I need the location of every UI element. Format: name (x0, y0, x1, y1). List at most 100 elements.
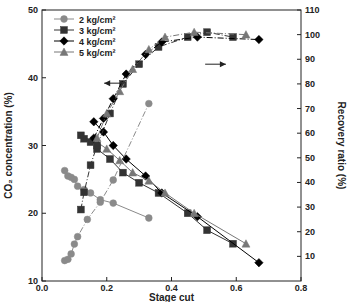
y2-tick-label: 20 (305, 227, 315, 237)
legend-label: 2 kg/cm² (79, 15, 116, 25)
legend-marker (61, 27, 68, 34)
legend-marker (61, 16, 68, 23)
x-tick (301, 277, 302, 281)
data-point (110, 177, 117, 184)
y2-tick-label: 110 (305, 5, 320, 15)
data-point (110, 200, 117, 207)
x-tick-label: 0.8 (295, 283, 308, 293)
legend-label: 3 kg/cm² (79, 26, 116, 36)
data-point (242, 31, 250, 38)
data-point (190, 209, 198, 216)
data-point (190, 28, 198, 35)
y2-axis-title: Recovery ratio (%) (336, 102, 347, 190)
series-line (94, 122, 259, 263)
data-point (204, 29, 211, 36)
data-point (94, 142, 101, 149)
y-axis-title: CO₂ concentration (%) (3, 92, 14, 199)
data-point (145, 215, 152, 222)
y-tick-label: 50 (28, 5, 38, 15)
data-point (103, 109, 111, 116)
data-point (145, 177, 153, 184)
x-axis-title: Stage cut (149, 292, 195, 302)
legend-marker (60, 37, 68, 45)
y2-tick (297, 207, 301, 208)
y2-tick (297, 182, 301, 183)
x-tick-label: 0.6 (230, 283, 243, 293)
data-point (109, 94, 117, 102)
y2-tick (297, 256, 301, 257)
y2-tick-label: 40 (305, 177, 315, 187)
data-point (87, 190, 94, 197)
legend-marker (60, 48, 68, 55)
data-point (129, 169, 137, 176)
data-point (255, 259, 263, 267)
data-point (99, 128, 107, 136)
data-point (107, 156, 114, 163)
series-line (97, 142, 246, 244)
data-point (255, 35, 263, 43)
data-point (161, 189, 169, 196)
chart: 0.00.20.40.60.81020304050102030405060708… (0, 0, 347, 302)
series-line (81, 135, 233, 243)
y2-tick (297, 231, 301, 232)
data-point (84, 216, 91, 223)
y-tick-label: 20 (28, 208, 38, 218)
data-point (230, 34, 237, 41)
legend-label: 5 kg/cm² (79, 48, 116, 58)
data-point (68, 251, 75, 258)
y-tick-label: 30 (28, 141, 38, 151)
data-point (136, 179, 143, 186)
arrow-head (220, 61, 226, 67)
y-tick-label: 10 (28, 276, 38, 286)
y2-tick (297, 108, 301, 109)
y2-tick (297, 83, 301, 84)
data-point (184, 34, 191, 41)
x-tick (171, 277, 172, 281)
y2-tick-label: 90 (305, 54, 315, 64)
y-tick (42, 10, 46, 11)
series-line (65, 104, 149, 261)
y2-tick (297, 10, 301, 11)
data-point (116, 87, 124, 94)
arrow-head (104, 80, 110, 86)
data-point (71, 241, 78, 248)
data-point (74, 233, 81, 240)
data-point (74, 183, 81, 190)
plot-frame (42, 10, 301, 281)
data-point (242, 240, 250, 247)
y2-tick-label: 60 (305, 128, 315, 138)
y-tick (42, 213, 46, 214)
y2-tick (297, 59, 301, 60)
data-point (97, 199, 104, 206)
data-point (136, 61, 143, 68)
data-point (109, 141, 117, 149)
data-point (77, 206, 84, 213)
y-tick (42, 145, 46, 146)
data-point (122, 70, 130, 78)
y2-tick (297, 157, 301, 158)
y-tick (42, 281, 46, 282)
series-line (97, 32, 246, 138)
y-tick (42, 77, 46, 78)
x-tick-label: 0.2 (100, 283, 113, 293)
y2-tick-label: 30 (305, 202, 315, 212)
data-point (204, 227, 211, 234)
data-point (116, 156, 124, 163)
series-line (65, 171, 149, 218)
y2-tick-label: 50 (305, 153, 315, 163)
data-point (129, 65, 137, 72)
data-point (93, 134, 101, 141)
data-point (161, 33, 169, 40)
y-tick-label: 40 (28, 73, 38, 83)
y2-tick (297, 34, 301, 35)
y2-tick-label: 100 (305, 30, 320, 40)
data-point (81, 135, 88, 142)
y2-tick-label: 70 (305, 104, 315, 114)
plot-data (61, 28, 263, 267)
x-tick (236, 277, 237, 281)
data-point (120, 169, 127, 176)
x-tick (106, 277, 107, 281)
y2-tick (297, 133, 301, 134)
y2-tick-label: 80 (305, 79, 315, 89)
x-tick (42, 277, 43, 281)
